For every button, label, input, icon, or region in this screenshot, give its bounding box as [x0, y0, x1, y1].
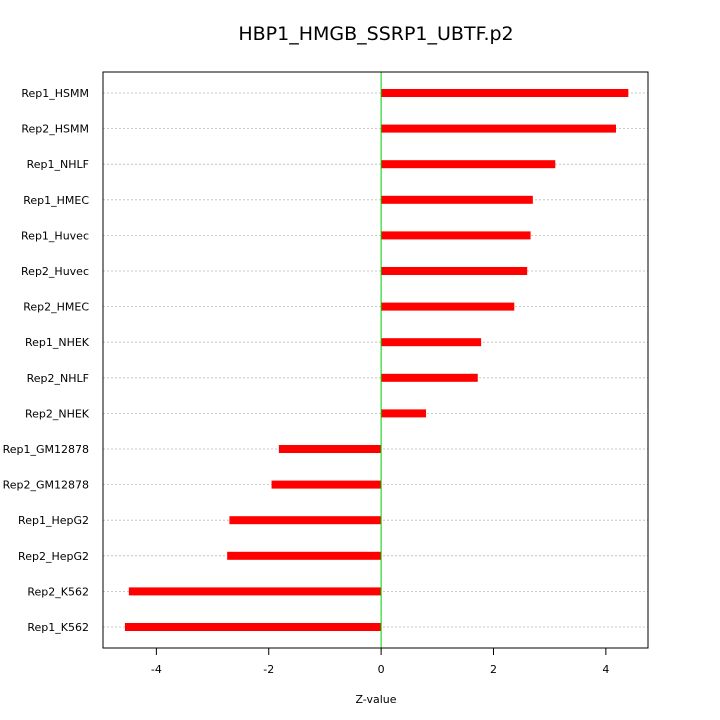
chart-title: HBP1_HMGB_SSRP1_UBTF.p2 [238, 23, 513, 45]
bar [124, 623, 382, 631]
y-tick-label: Rep2_GM12878 [3, 479, 89, 492]
y-tick-label: Rep1_K562 [27, 621, 89, 634]
y-tick-label: Rep2_HepG2 [18, 550, 89, 563]
bar [381, 89, 629, 97]
y-tick-label: Rep2_K562 [27, 585, 89, 598]
bar [381, 302, 515, 311]
y-tick-label: Rep1_HSMM [21, 87, 89, 100]
bar [381, 124, 616, 133]
y-tick-labels: Rep1_HSMM Rep2_HSMM Rep1_NHLF Rep1_HMEC Rep1… [3, 87, 90, 634]
bar [381, 160, 556, 169]
bar [227, 551, 382, 560]
x-tick-label: 0 [378, 663, 385, 676]
bar [381, 373, 478, 382]
y-tick-label: Rep2_HMEC [23, 301, 89, 314]
y-tick-label: Rep2_NHEK [25, 407, 90, 420]
y-tick-label: Rep1_GM12878 [3, 443, 89, 456]
bars [124, 89, 629, 631]
x-axis: -4 -2 0 2 4 [151, 647, 609, 676]
bar [128, 587, 382, 596]
x-tick-label: -4 [151, 663, 162, 676]
x-tick-label: 4 [602, 663, 609, 676]
y-tick-label: Rep2_HSMM [21, 123, 89, 136]
bar [381, 338, 482, 347]
bar [229, 516, 382, 525]
bar [381, 195, 533, 204]
x-tick-label: -2 [263, 663, 274, 676]
y-tick-label: Rep1_NHEK [25, 336, 90, 349]
y-tick-label: Rep2_Huvec [21, 265, 89, 278]
y-tick-label: Rep1_NHLF [27, 158, 89, 171]
x-tick-label: 2 [490, 663, 497, 676]
x-axis-label: Z-value [355, 693, 396, 706]
y-tick-label: Rep1_Huvec [21, 229, 89, 242]
y-tick-label: Rep2_NHLF [27, 372, 89, 385]
bar [381, 409, 427, 418]
bar [278, 445, 382, 453]
plot-frame [102, 71, 649, 649]
y-tick-label: Rep1_HepG2 [18, 514, 89, 527]
bar [381, 231, 531, 240]
bar [271, 480, 382, 489]
bar [381, 267, 528, 275]
y-tick-label: Rep1_HMEC [23, 194, 89, 207]
grid-lines [103, 92, 648, 628]
